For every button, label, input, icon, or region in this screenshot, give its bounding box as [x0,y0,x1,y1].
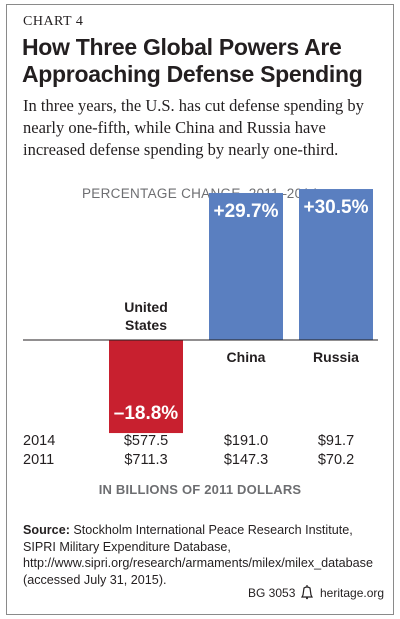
table-year-2011: 2011 [23,452,54,468]
table-value-2014-united-states: $577.5 [124,433,168,449]
units-label: IN BILLIONS OF 2011 DOLLARS [98,482,302,497]
category-label-china: China [227,349,266,365]
table-value-2011-russia: $70.2 [318,452,354,468]
source-note: Source: Stockholm International Peace Re… [23,522,383,588]
table-year-2014: 2014 [23,433,55,449]
chart-title: How Three Global Powers Are Approaching … [22,34,363,87]
data-label-russia: +30.5% [304,197,369,218]
category-label-russia: Russia [313,349,359,365]
report-id: BG 3053 [248,586,296,600]
table-value-2011-china: $147.3 [224,452,268,468]
source-text: Stockholm International Peace Research I… [23,523,373,587]
chart-number-label: CHART 4 [23,14,84,29]
bar-china [209,192,283,340]
bar-russia [299,189,373,340]
bar-chart: –18.8% United States +29.7% China +30.5% Russi… [23,189,378,468]
data-label-china: +29.7% [214,201,279,222]
chart-frame [6,4,394,615]
liberty-bell-icon [301,585,313,600]
source-label: Source: [23,523,70,537]
table-value-2014-china: $191.0 [224,433,268,449]
site-url: heritage.org [320,586,385,600]
chart-subtitle: In three years, the U.S. has cut defense… [23,96,364,159]
table-value-2014-russia: $91.7 [318,433,354,449]
category-label-united-states-line2: States [125,317,167,333]
bar-united-states [109,340,183,434]
data-label-united-states: –18.8% [114,403,179,424]
table-value-2011-united-states: $711.3 [124,452,167,468]
category-label-united-states-line1: United [124,299,168,315]
